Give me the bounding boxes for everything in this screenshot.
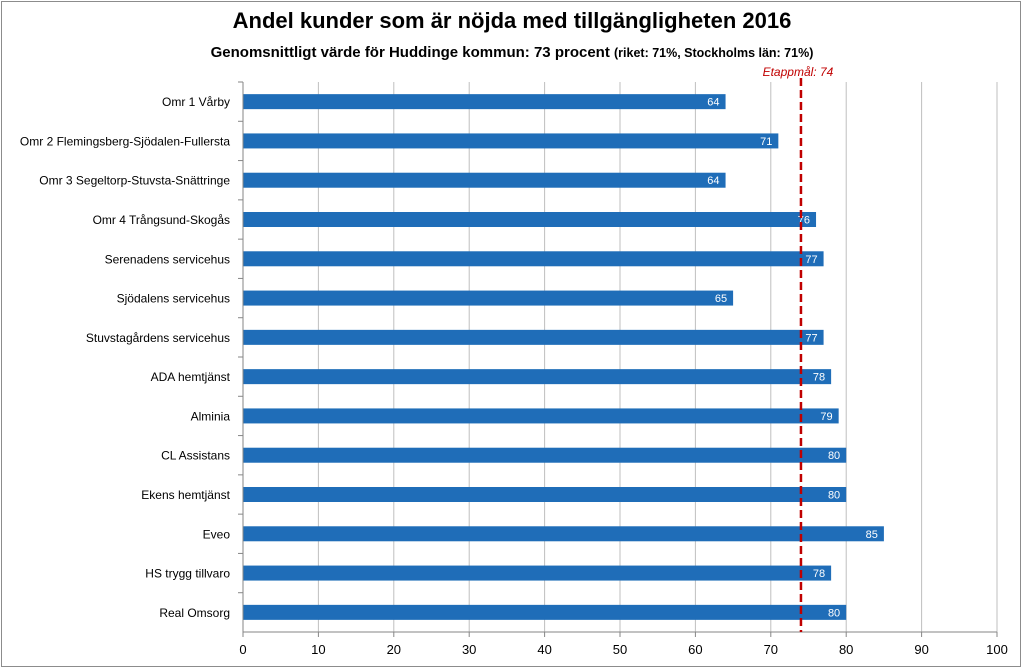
bar [243,565,832,581]
chart-subtitle: Genomsnittligt värde för Huddinge kommun… [0,44,1024,61]
category-label: Omr 2 Flemingsberg-Sjödalen-Fullersta [20,134,230,148]
x-tick-label: 50 [613,642,627,657]
bar [243,290,734,306]
category-label: Alminia [191,409,231,423]
x-tick-label: 0 [239,642,246,657]
x-tick-label: 60 [688,642,702,657]
bar-value-label: 80 [828,490,840,502]
bar-value-label: 79 [820,411,832,423]
bar [243,172,726,188]
chart-subtitle-main: Genomsnittligt värde för Huddinge kommun… [210,44,610,61]
category-label: HS trygg tillvaro [145,567,230,581]
bar-value-label: 77 [805,254,817,266]
category-label: ADA hemtjänst [151,370,231,384]
chart-title: Andel kunder som är nöjda med tillgängli… [232,8,792,33]
category-label: Omr 1 Vårby [162,95,230,109]
bar-value-label: 77 [805,332,817,344]
x-tick-label: 10 [311,642,325,657]
bar [243,526,884,542]
bar-value-label: 80 [828,450,840,462]
category-label: Ekens hemtjänst [141,488,230,502]
bar [243,94,726,110]
category-label: Sjödalens servicehus [117,292,230,306]
chart-subtitle-extra: (riket: 71%, Stockholms län: 71%) [614,46,814,60]
category-label: Omr 4 Trångsund-Skogås [93,213,230,227]
bar-value-label: 65 [715,293,727,305]
bar [243,133,779,149]
category-label: Serenadens servicehus [105,252,230,266]
x-tick-label: 80 [839,642,853,657]
bar-value-label: 64 [707,175,719,187]
category-label: CL Assistans [161,449,230,463]
x-tick-label: 40 [537,642,551,657]
category-label: Stuvstagårdens servicehus [86,331,230,345]
category-label: Eveo [203,527,231,541]
bar [243,447,847,463]
x-tick-label: 20 [387,642,401,657]
bar [243,329,824,345]
category-label: Real Omsorg [159,606,230,620]
bar-value-label: 80 [828,607,840,619]
bar [243,212,817,227]
bar-value-label: 76 [798,215,810,227]
bar [243,408,839,424]
bar-value-label: 64 [707,97,719,109]
x-tick-label: 90 [914,642,928,657]
bar-value-label: 85 [866,529,878,541]
x-tick-label: 100 [986,642,1008,657]
x-tick-label: 70 [764,642,778,657]
bar [243,369,832,385]
bar-value-label: 78 [813,568,825,580]
bar-value-label: 71 [760,136,772,148]
bar [243,251,824,267]
bar [243,604,847,620]
x-tick-label: 30 [462,642,476,657]
reference-line-label: Etappmål: 74 [763,65,834,79]
bar [243,487,847,502]
category-label: Omr 3 Segeltorp-Stuvsta-Snättringe [39,174,230,188]
bar-value-label: 78 [813,372,825,384]
